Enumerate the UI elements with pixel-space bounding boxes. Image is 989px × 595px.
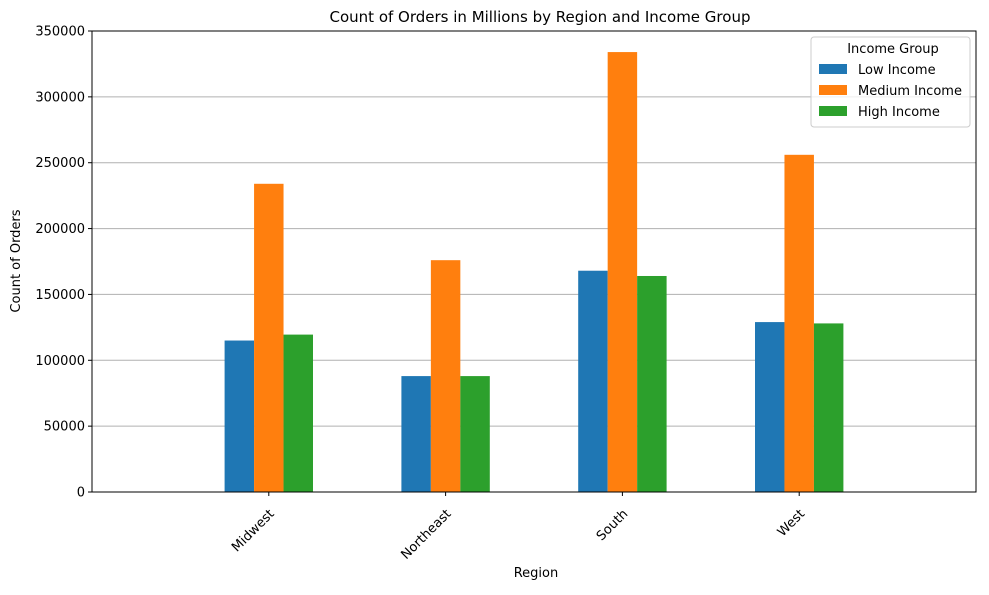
plot-frame <box>91 30 977 493</box>
bar-west-high-income <box>813 323 844 492</box>
bar-midwest-low-income <box>224 340 255 492</box>
y-tick-label: 100000 <box>35 354 85 369</box>
legend-swatch <box>819 64 847 74</box>
legend-label: Medium Income <box>858 84 962 99</box>
bar-midwest-medium-income <box>254 183 284 492</box>
x-tick-label: Midwest <box>229 507 278 556</box>
y-tick-label: 250000 <box>35 156 85 171</box>
x-axis-ticks: Midwest Northeast South West <box>229 492 808 563</box>
bar-northeast-medium-income <box>430 260 461 492</box>
y-tick-label: 300000 <box>35 90 85 105</box>
x-axis-title: Region <box>514 566 559 581</box>
bar-south-high-income <box>637 275 667 492</box>
legend-label: Low Income <box>858 63 936 78</box>
x-tick-label: Northeast <box>398 507 454 563</box>
bar-midwest-high-income <box>283 334 313 492</box>
y-tick-label: 200000 <box>35 222 85 237</box>
bar-northeast-high-income <box>460 376 490 492</box>
legend: Income Group Low Income Medium Income High… <box>810 36 971 128</box>
x-tick-label: West <box>775 507 808 540</box>
legend-items: Low Income Medium Income High Income <box>819 63 962 120</box>
legend-swatch <box>819 106 847 116</box>
y-tick-label: 0 <box>77 486 85 501</box>
bar-south-medium-income <box>607 52 638 493</box>
chart-title: Count of Orders in Millions by Region an… <box>330 8 751 26</box>
bar-west-medium-income <box>784 154 814 492</box>
legend-title: Income Group <box>847 42 939 57</box>
legend-frame <box>810 36 971 128</box>
bar-west-low-income <box>755 322 785 492</box>
bars <box>224 52 844 493</box>
y-axis-title: Count of Orders <box>9 209 24 312</box>
y-tick-label: 50000 <box>44 420 85 435</box>
y-tick-label: 150000 <box>35 288 85 303</box>
x-tick-label: South <box>594 507 631 544</box>
bar-northeast-low-income <box>401 376 431 492</box>
bar-south-low-income <box>578 270 608 492</box>
legend-label: High Income <box>858 105 940 120</box>
legend-swatch <box>819 85 847 95</box>
y-axis-ticks: 0 50000 100000 150000 200000 250000 300000 3500… <box>35 25 92 501</box>
y-tick-label: 350000 <box>35 25 85 40</box>
